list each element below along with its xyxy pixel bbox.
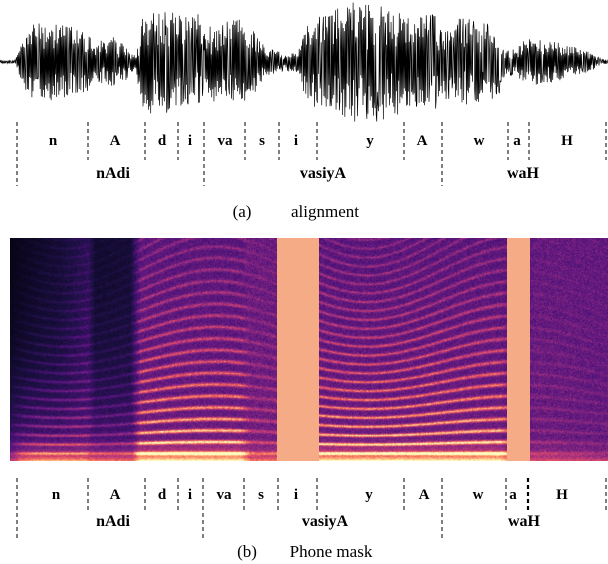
phone-label: A [109,133,121,149]
phone-label: H [561,133,573,149]
phone-label: i [187,487,193,503]
phone-label: A [109,487,121,503]
phone-label: a [509,487,517,503]
phone-label: d [157,133,167,149]
phone-label: y [366,133,374,149]
panel-a-label: (a) [232,202,252,221]
panel-b-label: (b) [237,542,257,561]
word-label: nAdi [96,165,130,182]
phone-label: a [513,133,521,149]
word-label: waH [508,513,540,530]
phone-label: A [416,133,428,149]
phone-mask [507,238,530,461]
panel-a-caption: alignment [291,202,359,221]
phone-label: n [51,487,61,503]
word-label: vasiyA [301,513,349,530]
spectrogram-panel [10,238,608,461]
phone-label: d [157,487,167,503]
phone-label: w [472,487,484,503]
boundaries-b [16,478,607,541]
word-label: waH [507,165,539,182]
phone-label: i [293,133,299,149]
phone-label: y [365,487,373,503]
phone-label: i [187,133,193,149]
phone-label: va [217,133,233,149]
word-label: vasiyA [299,165,347,182]
phone-label: H [556,487,568,503]
word-label: nAdi [96,513,130,530]
waveform [0,2,608,122]
waveform-trace [0,2,608,122]
phone-label: w [473,133,485,149]
phone-mask [277,238,319,461]
phone-label: A [418,487,430,503]
phone-label: i [293,487,299,503]
phone-label: n [48,133,58,149]
phone-label: s [258,487,264,503]
panel-b-caption: Phone mask [289,542,373,561]
phone-label: s [259,133,265,149]
phone-label: va [216,487,232,503]
